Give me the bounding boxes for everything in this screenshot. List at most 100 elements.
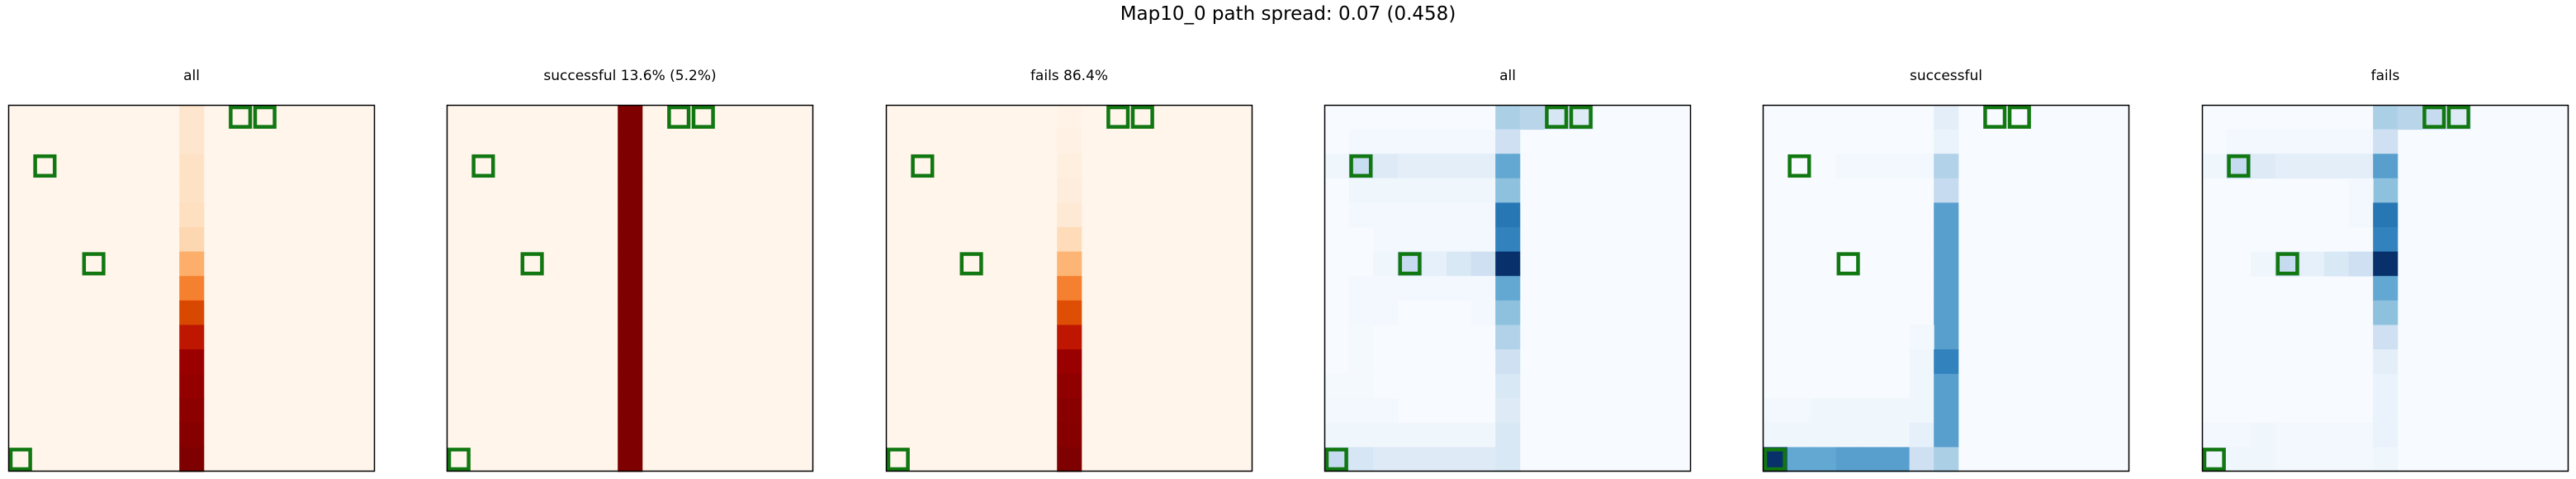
heatmap-cell: [2397, 105, 2422, 130]
heatmap-cell: [618, 373, 643, 399]
heatmap-cell: [1885, 447, 1911, 472]
heatmap-cell: [1934, 300, 1959, 325]
heatmap-cell: [1348, 398, 1374, 424]
heatmap-cell: [1057, 251, 1082, 277]
panel-title-6: fails: [2370, 68, 2400, 84]
heatmap-cell: [1909, 447, 1934, 472]
heatmap-cell: [1470, 447, 1496, 472]
heatmap-cell: [179, 398, 205, 424]
heatmap-cell: [1909, 154, 1934, 179]
heatmap-cell: [1835, 422, 1861, 448]
heatmap-cell: [2251, 422, 2276, 448]
heatmap-cell: [1057, 422, 1082, 448]
heatmap-cell: [1835, 398, 1861, 424]
heatmap-cell: [1934, 202, 1959, 228]
target-marker: [1349, 154, 1373, 178]
target-marker: [8, 448, 32, 472]
heatmap-cell: [2324, 447, 2350, 472]
target-marker: [667, 105, 691, 129]
heatmap-cell: [1934, 105, 1959, 130]
target-marker: [447, 448, 471, 472]
heatmap-cell: [1495, 202, 1521, 228]
heatmap-cell: [2226, 422, 2252, 448]
target-marker: [471, 154, 495, 178]
heatmap-cell: [2373, 154, 2398, 179]
target-marker: [959, 252, 983, 276]
heatmap-cell: [1373, 251, 1399, 277]
heatmap-cell: [179, 154, 205, 179]
plot-frame: [1762, 104, 2130, 472]
heatmap-cell: [179, 422, 205, 448]
target-marker: [2202, 448, 2226, 472]
heatmap-cell: [2275, 422, 2300, 448]
heatmap-cell: [1057, 325, 1082, 350]
heatmap-cell: [179, 325, 205, 350]
target-marker: [2422, 105, 2446, 129]
heatmap-cell: [1397, 154, 1423, 179]
heatmap-panel-6: fails: [2201, 0, 2569, 479]
heatmap-cell: [179, 276, 205, 301]
heatmap-cell: [1422, 447, 1447, 472]
target-marker: [1763, 448, 1787, 472]
heatmap-cell: [1422, 227, 1447, 253]
heatmap-6: [2201, 104, 2569, 472]
heatmap-cell: [2373, 325, 2398, 350]
heatmap-cell: [1934, 398, 1959, 424]
heatmap-cell: [2373, 105, 2398, 130]
heatmap-cell: [2202, 154, 2228, 179]
target-marker: [2275, 252, 2299, 276]
heatmap-cell: [1860, 447, 1886, 472]
heatmap-cell: [2299, 129, 2325, 154]
heatmap-cell: [2324, 422, 2350, 448]
heatmap-cell: [1934, 447, 1959, 472]
heatmap-cell: [1348, 325, 1374, 350]
heatmap-cell: [1835, 447, 1861, 472]
plot-frame: [885, 104, 1253, 472]
heatmap-cell: [1495, 325, 1521, 350]
heatmap-cell: [1934, 178, 1959, 203]
heatmap-cell: [1348, 349, 1374, 375]
heatmap-cell: [2373, 276, 2398, 301]
heatmap-cell: [1397, 422, 1423, 448]
target-marker: [1788, 154, 1811, 178]
heatmap-cell: [1860, 398, 1886, 424]
heatmap-cell: [1057, 178, 1082, 203]
heatmap-cell: [2348, 178, 2374, 203]
heatmap-cell: [1934, 227, 1959, 253]
heatmap-panel-3: fails 86.4%: [885, 0, 1253, 479]
heatmap-cell: [618, 276, 643, 301]
heatmap-cell: [1057, 276, 1082, 301]
target-marker: [1106, 105, 1130, 129]
heatmap-cell: [1763, 422, 1788, 448]
heatmap-panel-2: successful 13.6% (5.2%): [446, 0, 814, 479]
heatmap-cell: [1495, 154, 1521, 179]
heatmap-cell: [1811, 447, 1837, 472]
heatmap-cell: [1763, 398, 1788, 424]
target-marker: [2227, 154, 2251, 178]
heatmap-cell: [618, 325, 643, 350]
heatmap-cell: [618, 129, 643, 154]
heatmap-panel-4: all: [1324, 0, 1692, 479]
heatmap-cell: [2373, 373, 2398, 399]
heatmap-cell: [1447, 422, 1472, 448]
heatmap-cell: [2373, 129, 2398, 154]
heatmap-cell: [1495, 398, 1521, 424]
target-marker: [2446, 105, 2470, 129]
heatmap-cell: [1470, 129, 1496, 154]
target-marker: [520, 252, 544, 276]
heatmap-cell: [179, 300, 205, 325]
heatmap-cell: [1324, 373, 1350, 399]
heatmap-cell: [1397, 178, 1423, 203]
heatmap-cell: [2275, 154, 2300, 179]
heatmap-cell: [1860, 422, 1886, 448]
heatmap-cell: [2251, 154, 2276, 179]
heatmap-cell: [1495, 251, 1521, 277]
heatmap-panel-5: successful: [1762, 0, 2130, 479]
heatmap-2: [446, 104, 814, 472]
target-marker: [229, 105, 253, 129]
heatmap-cell: [1057, 398, 1082, 424]
panel-title-1: all: [183, 68, 200, 84]
heatmap-cell: [1934, 154, 1959, 179]
heatmap-1: [7, 104, 376, 472]
heatmap-cell: [1348, 300, 1374, 325]
